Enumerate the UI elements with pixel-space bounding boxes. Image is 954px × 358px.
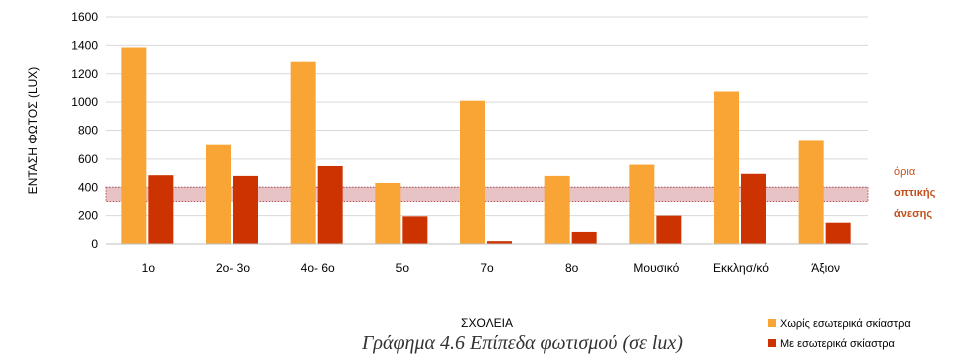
- x-tick-label: 4ο- 6ο: [301, 261, 335, 275]
- legend-label: Χωρίς εσωτερικά σκίαστρα: [780, 318, 911, 330]
- y-tick-label: 1600: [71, 10, 98, 24]
- legend-swatch: [768, 339, 776, 347]
- bar: [206, 144, 231, 244]
- bar: [233, 175, 258, 244]
- legend-swatch: [768, 319, 776, 327]
- y-tick-label: 600: [78, 152, 98, 166]
- x-axis-title: ΣΧΟΛΕΙΑ: [461, 316, 513, 330]
- x-tick-label: 8ο: [565, 261, 579, 275]
- bar: [629, 164, 655, 244]
- legend: Χωρίς εσωτερικά σκίαστρα Με εσωτερικά σκί…: [768, 318, 911, 350]
- band-label-line: οπτικής: [894, 187, 936, 199]
- comfort-band-label: όρια οπτικής άνεσης: [894, 166, 936, 220]
- x-tick-label: 2ο- 3ο: [216, 261, 250, 275]
- bars: [121, 47, 851, 244]
- bar: [148, 175, 174, 244]
- y-tick-label: 0: [91, 237, 98, 251]
- bar: [402, 216, 428, 244]
- bar: [487, 241, 512, 244]
- bar: [544, 175, 570, 244]
- figure-caption: Γράφημα 4.6 Επίπεδα φωτισμού (σε lux): [362, 332, 683, 354]
- x-axis: 1ο 2ο- 3ο 4ο- 6ο 5ο 7ο 8ο Μουσικό Εκκλησ/κό Άξιο…: [142, 261, 840, 275]
- legend-label: Με εσωτερικά σκίαστρα: [780, 338, 895, 350]
- x-tick-label: Μουσικό: [633, 261, 679, 275]
- y-tick-label: 1400: [71, 38, 98, 52]
- bar: [290, 61, 316, 244]
- bar: [825, 222, 851, 244]
- x-tick-label: Άξιον: [811, 261, 840, 275]
- bar: [714, 91, 739, 244]
- bar: [571, 231, 597, 244]
- bar: [375, 182, 401, 244]
- band-label-line: άνεσης: [894, 208, 932, 220]
- bar: [460, 100, 485, 244]
- y-tick-label: 200: [78, 209, 98, 223]
- y-tick-label: 800: [78, 124, 98, 138]
- y-axis-title: ΕΝΤΑΣΗ ΦΩΤΟΣ (LUX): [26, 67, 40, 195]
- y-tick-label: 400: [78, 180, 98, 194]
- bar: [317, 165, 343, 244]
- x-tick-label: 7ο: [480, 261, 494, 275]
- x-tick-label: 5ο: [396, 261, 410, 275]
- y-axis: 0 200 400 600 800 1000 1200 1400 1600: [71, 10, 98, 251]
- y-tick-label: 1000: [71, 95, 98, 109]
- bar: [741, 173, 766, 244]
- bar: [121, 47, 147, 244]
- bar: [656, 215, 682, 244]
- bar: [798, 140, 824, 244]
- x-tick-label: Εκκλησ/κό: [713, 261, 769, 275]
- x-tick-label: 1ο: [142, 261, 156, 275]
- band-label-line: όρια: [894, 166, 916, 178]
- y-tick-label: 1200: [71, 67, 98, 81]
